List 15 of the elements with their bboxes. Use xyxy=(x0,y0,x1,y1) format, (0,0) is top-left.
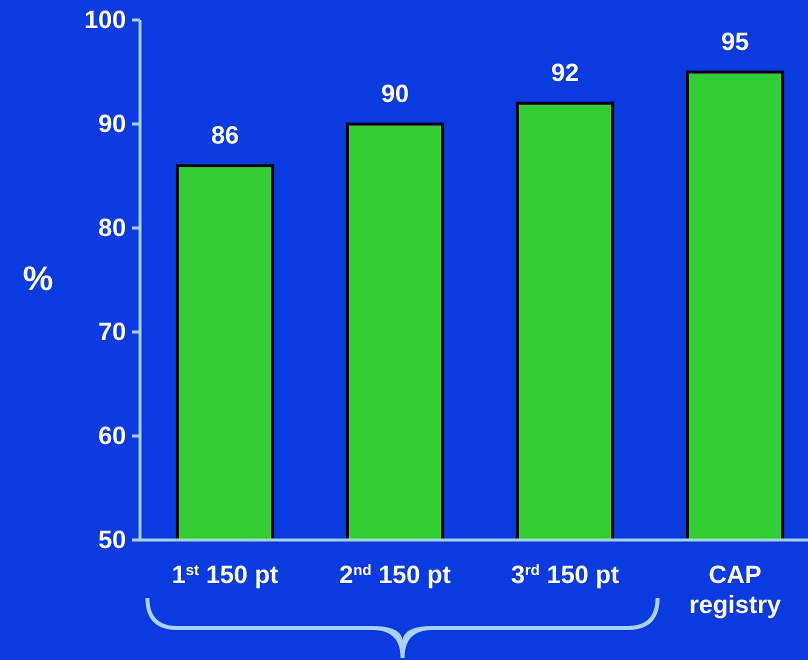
data-label: 86 xyxy=(211,122,239,150)
y-tick-label: 60 xyxy=(98,422,126,450)
x-tick-label: 3$^{rd}$ 150 pt xyxy=(510,561,620,589)
x-tick-label: CAP registry xyxy=(689,561,781,619)
y-tick-label: 70 xyxy=(98,318,126,346)
data-label: 92 xyxy=(551,59,579,88)
y-tick-label: 50 xyxy=(98,526,126,554)
data-label: 95 xyxy=(721,28,749,56)
x-tick-label: 1$^{st}$ 150 pt xyxy=(172,561,279,589)
y-axis-title: % xyxy=(22,260,54,298)
y-tick-label: 100 xyxy=(84,6,126,34)
data-label: 90 xyxy=(381,80,409,108)
y-tick-label: 80 xyxy=(98,214,126,242)
x-tick-label: 2$^{nd}$ 150 pt xyxy=(339,561,452,589)
y-tick-label: 90 xyxy=(98,110,126,138)
